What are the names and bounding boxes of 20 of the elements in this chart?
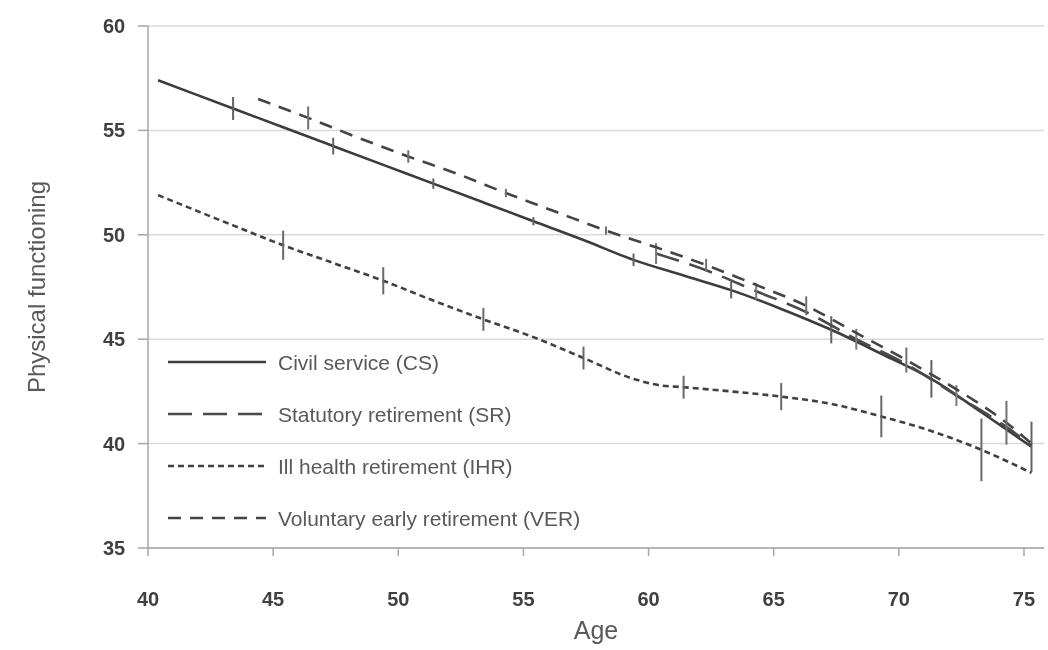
x-tick-label: 75 xyxy=(1012,588,1036,610)
y-tick-label: 60 xyxy=(102,15,126,37)
x-tick-label: 70 xyxy=(887,588,910,610)
legend-label: Ill health retirement (IHR) xyxy=(278,454,513,478)
x-tick-label: 65 xyxy=(762,588,785,610)
legend-label: Voluntary early retirement (VER) xyxy=(278,506,581,530)
y-tick-label: 40 xyxy=(102,432,126,455)
legend-label: Statutory retirement (SR) xyxy=(278,402,512,426)
y-axis-title: Physical functioning xyxy=(22,180,50,394)
y-tick-label: 55 xyxy=(102,119,126,142)
y-tick-label: 35 xyxy=(102,537,126,559)
y-tick-label: 50 xyxy=(102,223,126,246)
x-tick-label: 40 xyxy=(136,588,160,610)
x-axis-title: Age xyxy=(573,616,619,644)
y-tick-label: 45 xyxy=(102,328,126,351)
x-tick-label: 50 xyxy=(387,588,410,610)
x-tick-label: 45 xyxy=(262,588,285,610)
x-tick-label: 60 xyxy=(637,588,660,610)
legend-label: Civil service (CS) xyxy=(278,350,440,374)
x-tick-label: 55 xyxy=(512,588,535,610)
